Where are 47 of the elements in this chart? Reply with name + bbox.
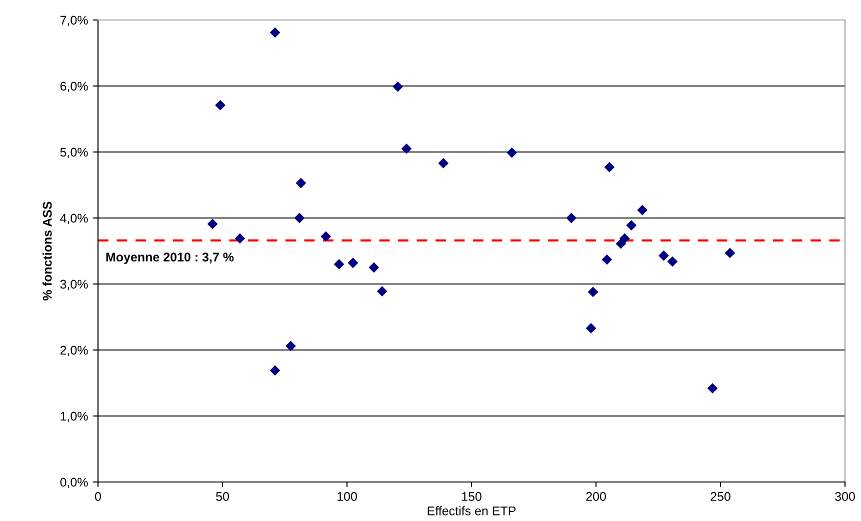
point [392, 81, 403, 92]
x-tick-label: 100 [338, 492, 357, 501]
point [626, 220, 637, 230]
x-tick-label: 50 [216, 492, 229, 501]
y-tick-label: 1,0% [60, 412, 88, 422]
point [320, 231, 332, 242]
y-tick-label: 3,0% [60, 280, 88, 290]
point [566, 212, 577, 224]
point [658, 250, 669, 261]
y-tick-label: 0,0% [60, 478, 88, 488]
point [616, 238, 626, 249]
point [401, 144, 412, 154]
point [234, 233, 246, 244]
y-axis-title: % fonctions ASS [42, 202, 52, 300]
point [334, 259, 344, 270]
x-axis-title: Effectifs en ETP [428, 506, 516, 516]
ref-line-label: Moyenne 2010 : 3,7 % [106, 252, 234, 264]
point [286, 340, 296, 352]
point [296, 178, 306, 188]
point [438, 158, 449, 168]
y-tick-label: 4,0% [60, 214, 88, 224]
point [707, 383, 718, 394]
x-tick-label: 200 [586, 492, 606, 501]
point [667, 256, 678, 267]
x-tick-label: 150 [462, 492, 482, 501]
point [602, 254, 612, 265]
point [270, 27, 280, 38]
point [270, 365, 280, 376]
point [376, 286, 388, 296]
point [588, 286, 598, 298]
point [348, 258, 358, 268]
x-tick-label: 0 [95, 492, 101, 501]
y-tick-label: 7,0% [60, 16, 88, 26]
point [637, 204, 648, 216]
x-tick-label: 300 [835, 492, 855, 501]
point [294, 212, 305, 224]
point [215, 100, 226, 110]
point [586, 323, 596, 334]
point [724, 248, 736, 258]
point [506, 147, 518, 158]
point [604, 162, 615, 172]
y-tick-label: 2,0% [60, 346, 88, 356]
point [368, 262, 380, 273]
point [207, 218, 218, 230]
y-tick-label: 6,0% [60, 82, 88, 92]
y-tick-label: 5,0% [60, 148, 88, 158]
x-tick-label: 250 [710, 492, 730, 501]
